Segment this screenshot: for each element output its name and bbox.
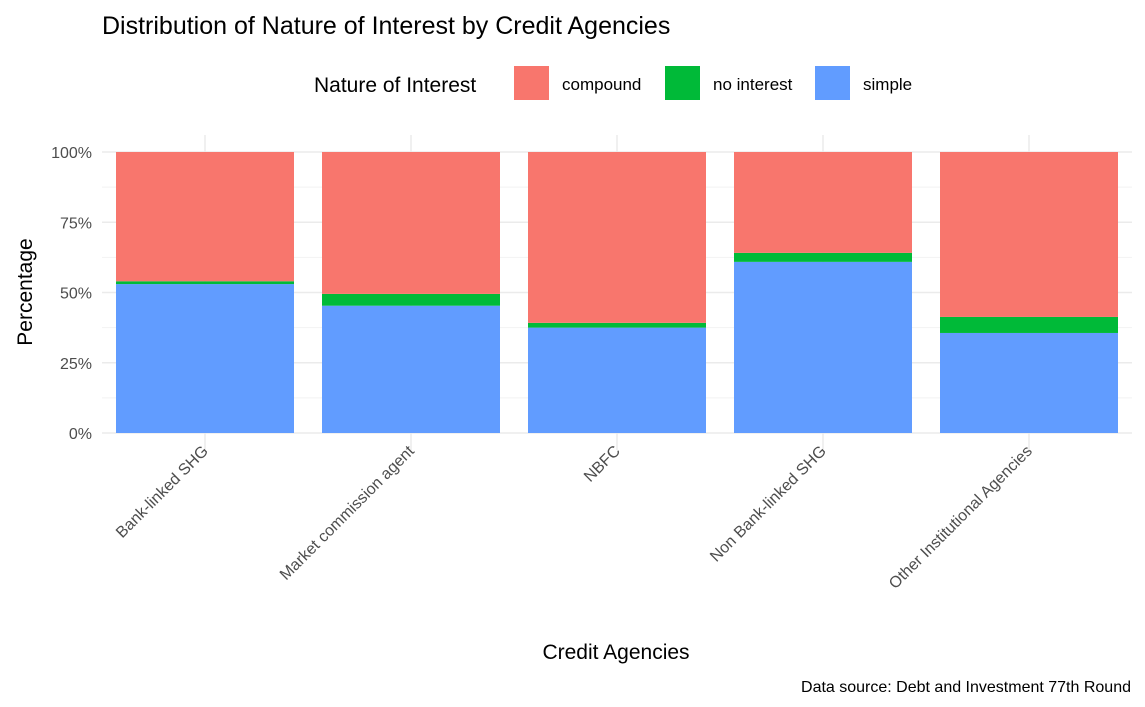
legend-label: simple [863, 75, 912, 94]
bar-no-interest [940, 316, 1118, 333]
bar-compound [322, 152, 500, 294]
legend-key-simple [815, 66, 850, 100]
bar-compound [940, 152, 1118, 317]
bar-simple [322, 305, 500, 433]
bar-compound [116, 152, 294, 282]
bar-simple [940, 332, 1118, 433]
caption: Data source: Debt and Investment 77th Ro… [801, 679, 1131, 696]
bar-no-interest [322, 293, 500, 306]
y-tick-label: 100% [51, 145, 92, 162]
bar-no-interest [734, 252, 912, 262]
bar-compound [734, 152, 912, 253]
bar-no-interest [116, 281, 294, 285]
bar-simple [116, 284, 294, 433]
legend-key-compound [514, 66, 549, 100]
bar-compound [528, 152, 706, 323]
legend-label: no interest [713, 75, 793, 94]
x-axis-label: Credit Agencies [542, 641, 689, 664]
y-axis-label: Percentage [14, 238, 37, 345]
chart-title: Distribution of Nature of Interest by Cr… [102, 12, 670, 40]
x-tick-label: Market commission agent [277, 442, 418, 583]
legend-label: compound [562, 75, 641, 94]
legend-title: Nature of Interest [314, 74, 476, 97]
bar-no-interest [528, 322, 706, 328]
x-tick-label: Bank-linked SHG [113, 443, 212, 542]
x-tick-label: Non Bank-linked SHG [707, 443, 830, 566]
x-tick-label: NBFC [581, 443, 624, 486]
bar-simple [528, 327, 706, 433]
y-tick-label: 50% [60, 286, 92, 303]
y-tick-label: 25% [60, 356, 92, 373]
bar-simple [734, 261, 912, 433]
x-tick-label: Other Institutional Agencies [886, 443, 1036, 593]
legend-key-no-interest [665, 66, 700, 100]
y-tick-label: 75% [60, 215, 92, 232]
y-tick-label: 0% [69, 426, 92, 443]
